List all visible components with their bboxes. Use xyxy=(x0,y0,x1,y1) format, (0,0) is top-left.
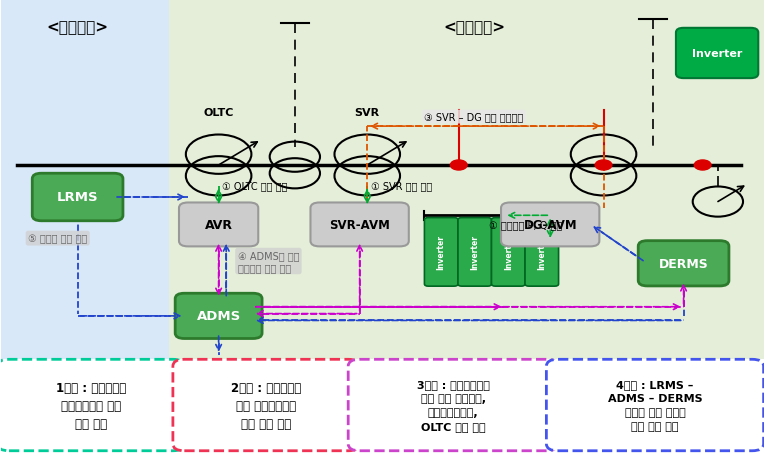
Text: OLTC: OLTC xyxy=(203,107,234,117)
Text: ① OLTC 자율 제어: ① OLTC 자율 제어 xyxy=(223,181,288,191)
FancyBboxPatch shape xyxy=(0,359,184,451)
Text: 2단계 : 분산전원과
일부 전압제어기기
로켈 협조 제어: 2단계 : 분산전원과 일부 전압제어기기 로켈 협조 제어 xyxy=(231,381,301,430)
Text: Inverter: Inverter xyxy=(504,235,513,270)
FancyBboxPatch shape xyxy=(676,29,758,79)
Text: <배전계통>: <배전계통> xyxy=(443,20,505,34)
Text: ⑤ 송배전 협조 제어: ⑤ 송배전 협조 제어 xyxy=(28,234,87,244)
Text: DG-AVM: DG-AVM xyxy=(523,218,577,231)
Text: Inverter: Inverter xyxy=(537,235,546,270)
FancyBboxPatch shape xyxy=(491,218,525,286)
Text: 4단계 : LRMS –
ADMS – DERMS
연계를 통한 송배전
전압 협조 제어: 4단계 : LRMS – ADMS – DERMS 연계를 통한 송배전 전압 … xyxy=(607,379,702,431)
Text: 3단계 : 배전운영시스
템을 통한 분산전원,
선로전압조정기,
OLTC 통합 제어: 3단계 : 배전운영시스 템을 통한 분산전원, 선로전압조정기, OLTC 통… xyxy=(417,379,490,431)
Text: SVR-AVM: SVR-AVM xyxy=(329,218,390,231)
Text: ④ ADMS를 통한
배전계동 통합 제어: ④ ADMS를 통한 배전계동 통합 제어 xyxy=(238,251,299,272)
Text: SVR: SVR xyxy=(355,107,379,117)
FancyBboxPatch shape xyxy=(425,218,458,286)
FancyBboxPatch shape xyxy=(348,359,558,451)
Text: Inverter: Inverter xyxy=(437,235,446,270)
Text: Inverter: Inverter xyxy=(470,235,479,270)
Bar xyxy=(2,1,169,359)
Circle shape xyxy=(451,161,467,171)
FancyBboxPatch shape xyxy=(311,203,409,247)
FancyBboxPatch shape xyxy=(458,218,491,286)
Text: ADMS: ADMS xyxy=(197,310,241,323)
Text: DERMS: DERMS xyxy=(659,257,708,270)
FancyBboxPatch shape xyxy=(638,241,729,286)
Text: 1단계 : 분산전원과
전압제어기기 개별
로켈 제어: 1단계 : 분산전원과 전압제어기기 개별 로켈 제어 xyxy=(56,381,126,430)
Text: LRMS: LRMS xyxy=(57,191,99,204)
FancyBboxPatch shape xyxy=(175,294,262,339)
Text: AVR: AVR xyxy=(204,218,233,231)
Text: Inverter: Inverter xyxy=(692,49,742,59)
Text: ① 분산전원 P, Q 제어: ① 분산전원 P, Q 제어 xyxy=(489,220,562,230)
FancyBboxPatch shape xyxy=(32,174,123,221)
Circle shape xyxy=(595,161,612,171)
Text: ① SVR 로켈 제어: ① SVR 로켈 제어 xyxy=(371,181,432,191)
Circle shape xyxy=(695,161,711,171)
Text: <송전계통>: <송전계통> xyxy=(47,20,109,34)
FancyBboxPatch shape xyxy=(501,203,599,247)
FancyBboxPatch shape xyxy=(173,359,360,451)
Bar xyxy=(169,1,763,359)
Text: ③ SVR – DG 로켈 협조제어: ③ SVR – DG 로켈 협조제어 xyxy=(425,112,523,122)
FancyBboxPatch shape xyxy=(525,218,558,286)
FancyBboxPatch shape xyxy=(179,203,259,247)
FancyBboxPatch shape xyxy=(546,359,763,451)
